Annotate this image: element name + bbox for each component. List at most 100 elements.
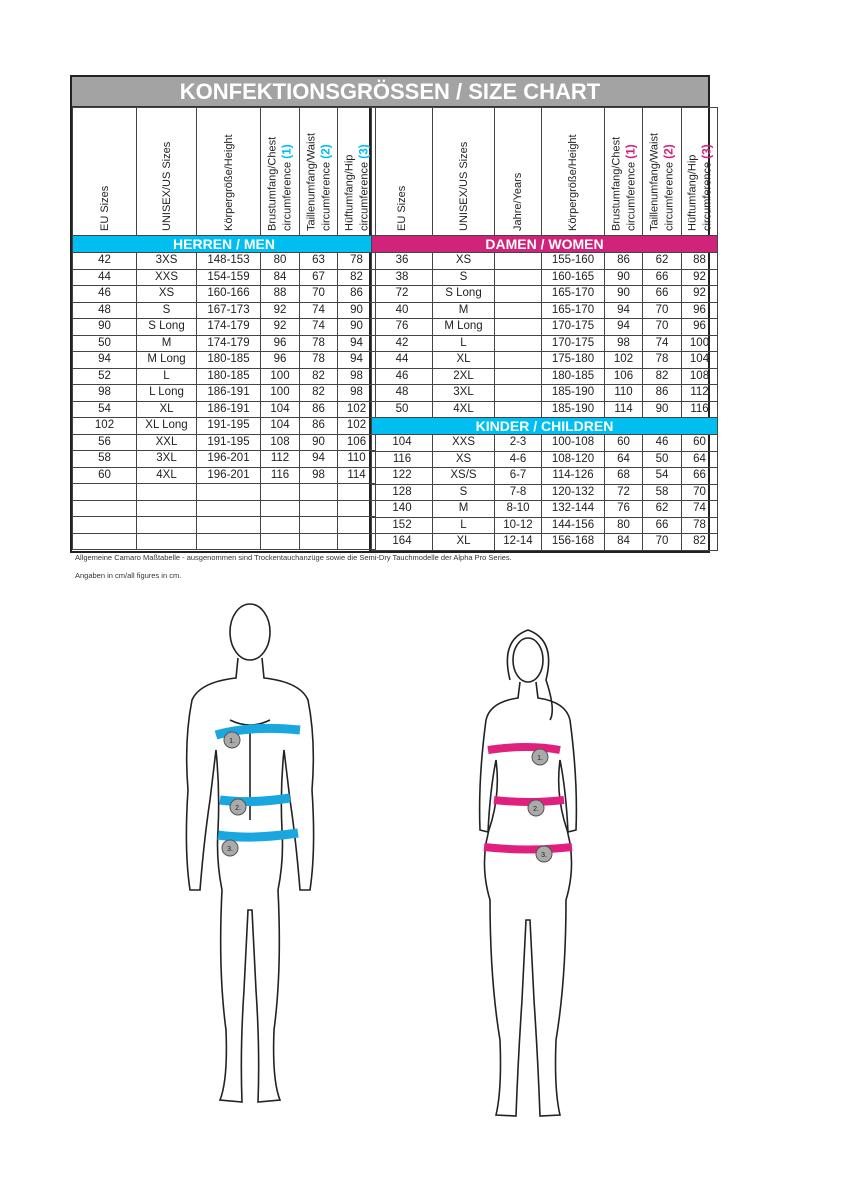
table-cell: 70 — [681, 483, 718, 501]
table-cell: XL — [136, 400, 197, 418]
men-section-bar: HERREN / MEN — [72, 235, 376, 253]
table-cell: 94 — [337, 351, 376, 369]
column-header-label: EU Sizes — [98, 186, 112, 231]
table-cell: 98 — [299, 466, 338, 484]
table-cell: 46 — [72, 285, 137, 303]
table-cell: 104 — [681, 351, 718, 369]
table-cell: 98 — [337, 384, 376, 402]
table-cell: 70 — [642, 318, 682, 336]
table-cell: 2XL — [432, 367, 495, 385]
table-cell: 94 — [72, 351, 137, 369]
table-cell: 152 — [371, 516, 433, 534]
women-section-bar-label: DAMEN / WOMEN — [371, 235, 718, 253]
table-cell: 74 — [299, 318, 338, 336]
table-cell: 104 — [371, 434, 433, 452]
table-cell: 180-185 — [196, 351, 261, 369]
column-header-label: EU Sizes — [395, 186, 409, 231]
table-row: 58 3XL 196-201 112 94 110 — [72, 450, 376, 468]
table-row: 36 XS 155-160 86 62 88 — [371, 252, 718, 270]
table-cell: 56 — [72, 433, 137, 451]
table-cell: 170-175 — [541, 318, 605, 336]
table-cell: 92 — [681, 268, 718, 286]
table-cell — [494, 384, 542, 402]
table-cell: 66 — [642, 285, 682, 303]
table-cell — [196, 532, 261, 550]
table-cell — [260, 483, 300, 501]
header-row: EU Sizes UNISEX/US Sizes Körpergröße/Heigh… — [72, 107, 376, 236]
header-line1: Jahre/Years — [512, 172, 524, 231]
header-line1: UNISEX/US Sizes — [457, 141, 470, 231]
table-cell: 102 — [337, 417, 376, 435]
table-cell: 3XS — [136, 252, 197, 270]
table-cell: 90 — [337, 301, 376, 319]
column-header: Brustumfang/Chest circumference (1) — [260, 107, 300, 236]
women-children-section: EU Sizes UNISEX/US Sizes Jahre/Years Körper… — [371, 107, 718, 551]
table-cell: 64 — [681, 450, 718, 468]
column-header: Taillenumfang/Waist circumference (2) — [642, 107, 682, 236]
column-header: Hüftumfang/Hip circumference (3) — [681, 107, 718, 236]
table-cell: 92 — [260, 301, 300, 319]
table-cell: 78 — [337, 252, 376, 270]
header-line1: Taillenumfang/Waist — [648, 132, 661, 231]
table-row: 48 S 167-173 92 74 90 — [72, 301, 376, 319]
table-row: 104 XXS 2-3 100-108 60 46 60 — [371, 434, 718, 452]
table-cell: 122 — [371, 467, 433, 485]
table-cell: 128 — [371, 483, 433, 501]
table-cell: 114 — [604, 400, 643, 418]
table-cell — [136, 499, 197, 517]
table-cell: 82 — [299, 384, 338, 402]
table-cell: L — [432, 334, 495, 352]
table-cell: 58 — [72, 450, 137, 468]
table-cell: 96 — [260, 334, 300, 352]
column-header: UNISEX/US Sizes — [432, 107, 495, 236]
header-line2: circumference (3) — [356, 144, 371, 231]
column-header: Körpergröße/Height — [196, 107, 261, 236]
table-cell — [494, 334, 542, 352]
column-header-label: UNISEX/US Sizes — [160, 142, 174, 231]
table-cell: 60 — [72, 466, 137, 484]
table-cell: 74 — [642, 334, 682, 352]
table-cell: 175-180 — [541, 351, 605, 369]
table-row: 46 2XL 180-185 106 82 108 — [371, 367, 718, 385]
column-header: Hüftumfang/Hip circumference (3) — [337, 107, 376, 236]
table-cell: 78 — [299, 351, 338, 369]
column-header-label: Jahre/Years — [511, 173, 525, 231]
table-cell: 76 — [604, 500, 643, 518]
table-cell: L Long — [136, 384, 197, 402]
table-cell: 66 — [642, 268, 682, 286]
header-line2: circumference (2) — [662, 133, 677, 231]
table-row: 38 S 160-165 90 66 92 — [371, 268, 718, 286]
table-cell: 98 — [604, 334, 643, 352]
table-cell: 108 — [681, 367, 718, 385]
table-row: 42 L 170-175 98 74 100 — [371, 334, 718, 352]
table-cell: 90 — [72, 318, 137, 336]
table-cell: 50 — [642, 450, 682, 468]
header-line1: Brustumfang/Chest — [266, 136, 279, 231]
table-row: 98 L Long 186-191 100 82 98 — [72, 384, 376, 402]
table-cell: 90 — [604, 285, 643, 303]
table-cell: 50 — [371, 400, 433, 418]
table-cell — [494, 400, 542, 418]
header-line2: circumference (3) — [699, 144, 714, 231]
column-header-label: Körpergröße/Height — [222, 134, 236, 231]
table-cell: M — [136, 334, 197, 352]
note-units: Angaben in cm/all figures in cm. — [75, 571, 182, 580]
table-cell: 48 — [371, 384, 433, 402]
table-cell: 92 — [681, 285, 718, 303]
table-cell — [299, 499, 338, 517]
table-cell: XL Long — [136, 417, 197, 435]
column-header-label: Brustumfang/Chest circumference (1) — [609, 137, 638, 231]
table-cell: 155-160 — [541, 252, 605, 270]
table-cell: S Long — [432, 285, 495, 303]
table-cell: 104 — [260, 417, 300, 435]
table-cell: XXS — [432, 434, 495, 452]
table-row: 50 M 174-179 96 78 94 — [72, 334, 376, 352]
table-cell: XL — [432, 533, 495, 551]
table-cell: 106 — [604, 367, 643, 385]
column-header: UNISEX/US Sizes — [136, 107, 197, 236]
table-cell: 90 — [604, 268, 643, 286]
table-row — [72, 483, 376, 501]
table-cell: 86 — [299, 400, 338, 418]
column-header-label: Hüftumfang/Hip circumference (3) — [685, 144, 714, 231]
table-cell: 36 — [371, 252, 433, 270]
